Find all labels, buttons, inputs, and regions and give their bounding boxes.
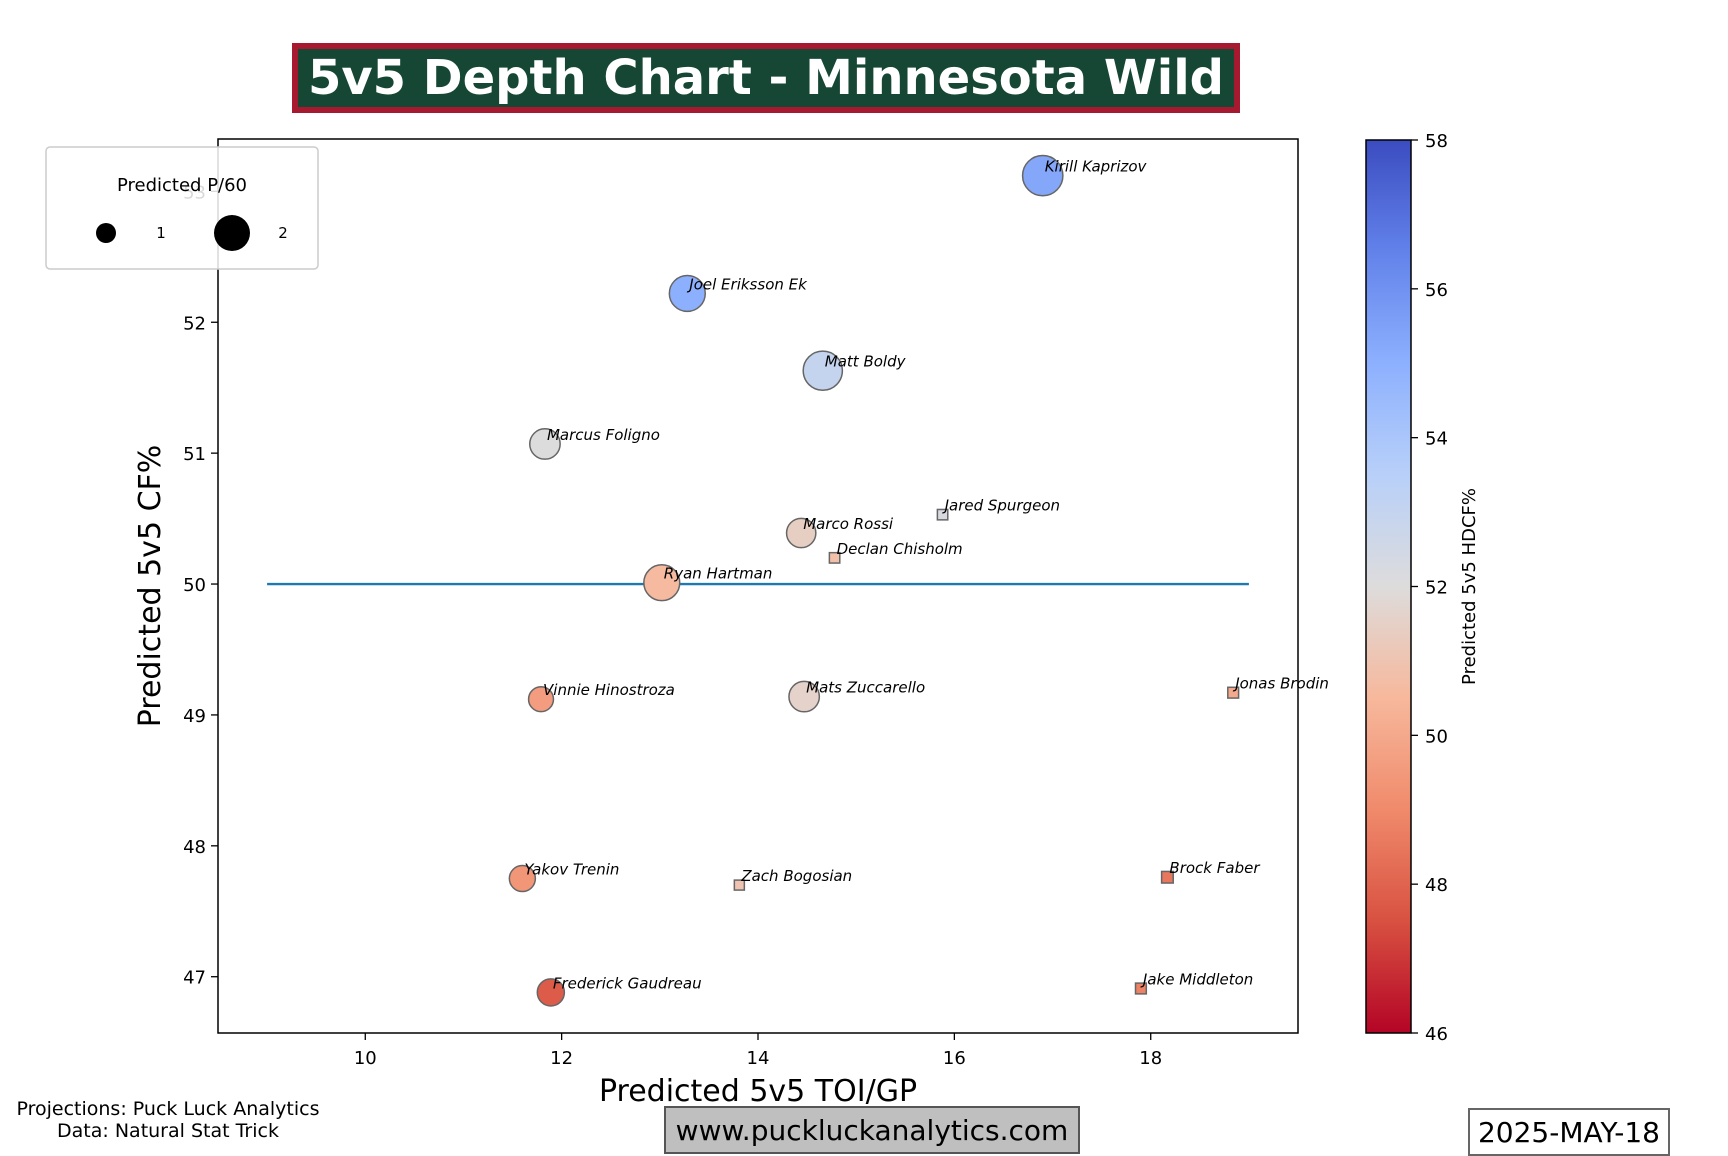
plot-area: [218, 139, 1298, 1033]
website-link[interactable]: www.puckluckanalytics.com: [664, 1106, 1080, 1154]
point-label: Joel Eriksson Ek: [686, 275, 808, 293]
colorbar: 46 48 50 52 54 56 58 Predicted 5v5 HDCF%: [1365, 131, 1480, 1045]
legend-marker: [96, 223, 116, 243]
y-tick-label: 49: [183, 706, 206, 727]
point-marker: [508, 864, 537, 893]
point-label: Brock Faber: [1169, 859, 1260, 877]
point-label: Yakov Trenin: [524, 861, 619, 879]
point-marker: [536, 978, 566, 1007]
legend-label: 2: [278, 224, 288, 242]
point-marker: [788, 680, 821, 713]
y-tick-label: 50: [183, 575, 206, 596]
point-marker: [733, 879, 746, 891]
point-label: Marcus Foligno: [547, 426, 660, 444]
colorbar-tick-label: 54: [1425, 429, 1448, 450]
legend-label: 1: [156, 224, 166, 242]
colorbar-tick-label: 48: [1425, 875, 1448, 896]
point-marker: [785, 517, 817, 549]
legend-title: Predicted P/60: [117, 175, 247, 196]
y-tick-label: 52: [183, 313, 206, 334]
point-label: Declan Chisholm: [837, 540, 963, 558]
point-label: Jonas Brodin: [1232, 675, 1329, 693]
point-marker: [828, 551, 841, 564]
point-marker: [643, 564, 681, 602]
point-label: Jared Spurgeon: [942, 497, 1060, 515]
legend-marker: [214, 215, 250, 251]
colorbar-tick-label: 50: [1425, 726, 1448, 747]
point-marker: [1134, 982, 1148, 995]
website-text[interactable]: www.puckluckanalytics.com: [675, 1113, 1069, 1147]
data-credit: Data: Natural Stat Trick: [57, 1120, 279, 1142]
colorbar-tick-label: 56: [1425, 280, 1448, 301]
point-marker: [668, 274, 707, 313]
x-tick-label: 16: [943, 1048, 966, 1069]
colorbar-tick-label: 58: [1425, 131, 1448, 152]
legend-box: [45, 146, 319, 270]
point-label: Kirill Kaprizov: [1045, 158, 1148, 176]
point-label: Vinnie Hinostroza: [543, 681, 675, 699]
point-label: Jake Middleton: [1140, 970, 1253, 988]
y-tick-label: 47: [183, 968, 206, 989]
x-tick-label: 10: [354, 1048, 377, 1069]
colorbar-label: Predicted 5v5 HDCF%: [1459, 488, 1480, 685]
date-text: 2025-MAY-18: [1477, 1115, 1660, 1149]
point-marker: [1227, 686, 1240, 699]
colorbar-gradient: [1365, 139, 1412, 1034]
point-label: Marco Rossi: [803, 515, 894, 533]
x-axis-label: Predicted 5v5 TOI/GP: [599, 1074, 917, 1109]
point-marker: [1160, 870, 1174, 884]
x-tick-label: 12: [550, 1048, 573, 1069]
credits: Projections: Puck Luck Analytics Data: N…: [8, 1098, 328, 1142]
x-tick-label: 14: [747, 1048, 770, 1069]
plot-background: [218, 139, 1298, 1033]
x-tick-label: 18: [1139, 1048, 1162, 1069]
colorbar-tick-label: 52: [1425, 578, 1448, 599]
point-label: Zach Bogosian: [740, 867, 852, 885]
y-tick-label: 48: [183, 837, 206, 858]
point-labels: Kirill Kaprizov Joel Eriksson Ek Matt Bold…: [524, 158, 1329, 993]
point-label: Matt Boldy: [825, 353, 907, 371]
point-marker: [528, 428, 561, 460]
point-label: Frederick Gaudreau: [553, 974, 702, 992]
point-marker: [936, 508, 949, 521]
point-marker: [527, 686, 555, 713]
colorbar-tick-label: 46: [1425, 1024, 1448, 1045]
scatter-marks: [508, 154, 1240, 1007]
date-badge: 2025-MAY-18: [1468, 1108, 1670, 1156]
size-legend: Predicted P/60 1 2: [45, 146, 319, 270]
point-marker: [802, 350, 844, 392]
point-label: Ryan Hartman: [664, 565, 773, 583]
chart-title: 5v5 Depth Chart - Minnesota Wild: [307, 50, 1225, 106]
y-tick-label: 51: [183, 444, 206, 465]
point-label: Mats Zuccarello: [806, 679, 925, 697]
chart-title-box: 5v5 Depth Chart - Minnesota Wild: [292, 43, 1240, 113]
y-axis-label: Predicted 5v5 CF%: [133, 445, 168, 728]
projections-credit: Projections: Puck Luck Analytics: [16, 1098, 320, 1120]
point-marker: [1021, 154, 1064, 197]
axes: 101214161847484950515253Predicted 5v5 TO…: [133, 138, 1299, 1109]
